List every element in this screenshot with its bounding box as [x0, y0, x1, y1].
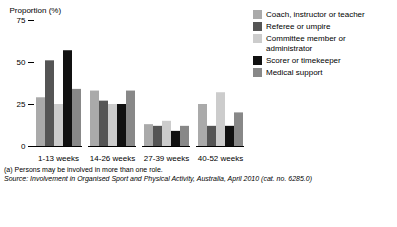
html-text:Medical support: Medical support [266, 67, 323, 77]
svg-text:1-13 weeks: 1-13 weeks [38, 154, 79, 163]
html-text:Referee or umpire: Referee or umpire [266, 22, 331, 32]
svg-text:75: 75 [17, 16, 26, 25]
svg-text:14-26 weeks: 14-26 weeks [90, 154, 135, 163]
svg-text:Proportion (%): Proportion (%) [10, 6, 62, 15]
svg-text:25: 25 [17, 100, 26, 109]
html-text:Source: Involvement in Organis: Source: Involvement in Organised Sport a… [4, 175, 312, 183]
html-text:Committee member or administra: Committee member or administrator [266, 34, 346, 53]
html-text:Scorer or timekeeper: Scorer or timekeeper [266, 55, 341, 65]
svg-text:0: 0 [21, 142, 26, 151]
html-text:(a) Persons may be involved in: (a) Persons may be involved in more than… [4, 166, 163, 173]
svg-text:40-52 weeks: 40-52 weeks [198, 154, 243, 163]
html-text:Coach, instructor or teacher: Coach, instructor or teacher [266, 10, 365, 19]
svg-text:27-39 weeks: 27-39 weeks [144, 154, 189, 163]
svg-text:50: 50 [17, 58, 26, 67]
